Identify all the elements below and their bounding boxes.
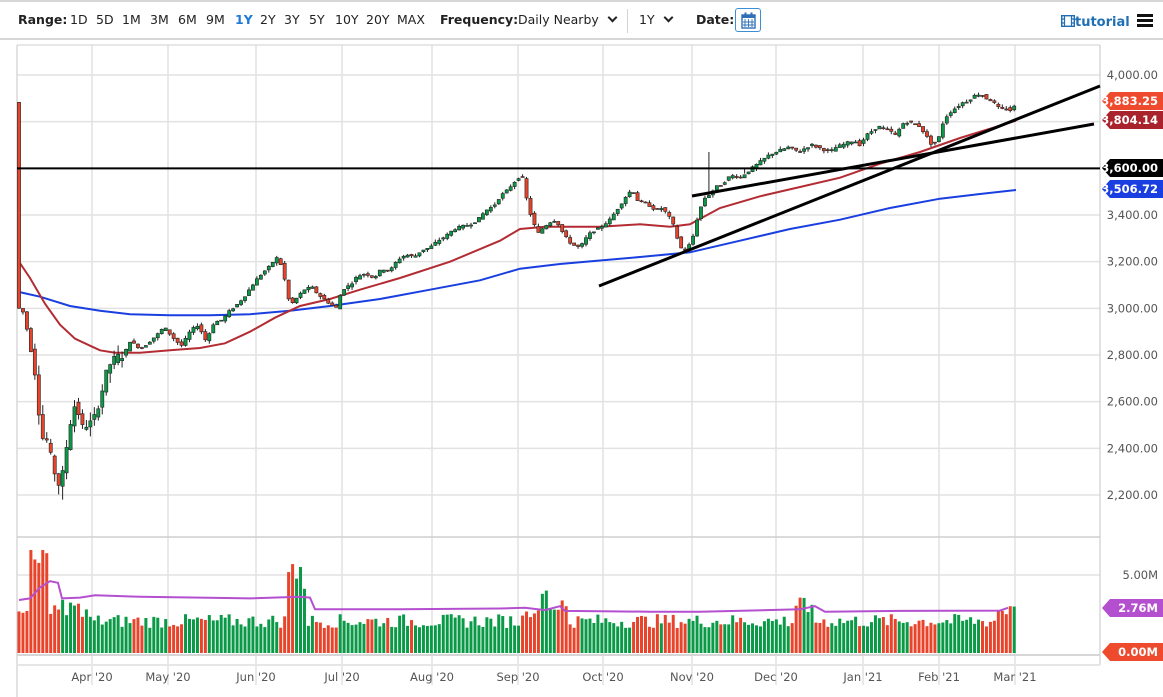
y-axis-label: 4,000.00 (1107, 68, 1158, 82)
x-axis-label: Sep '20 (496, 670, 539, 684)
y-axis-label: 2,200.00 (1107, 488, 1158, 502)
x-axis-label: Jan '21 (842, 670, 882, 684)
range-button-20y[interactable]: 20Y (366, 12, 390, 27)
x-axis-label: Feb '21 (918, 670, 960, 684)
date-picker-button[interactable] (735, 8, 761, 32)
x-axis-label: Oct '20 (582, 670, 623, 684)
price-chart[interactable]: 4,000.00 3,400.00 3,200.00 3,000.00 2,800.00… (0, 40, 1163, 697)
trendline[interactable] (691, 122, 1095, 198)
x-axis-label: Jun '20 (235, 670, 275, 684)
range-button-1d[interactable]: 1D (70, 12, 88, 27)
range-button-6m[interactable]: 6M (178, 12, 197, 27)
x-axis-label: Aug '20 (410, 670, 454, 684)
y-axis-label: 3,200.00 (1107, 255, 1158, 269)
svg-text:3,600.00: 3,600.00 (1101, 161, 1158, 175)
volume-average-line (18, 580, 1009, 613)
x-axis-label: May '20 (145, 670, 190, 684)
x-axis-label: Mar '21 (993, 670, 1036, 684)
price-tag: 3,883.25 (1101, 92, 1163, 110)
price-tag: 3,600.00 (1101, 159, 1163, 177)
chevron-down-icon (607, 12, 618, 23)
range-button-2y[interactable]: 2Y (260, 12, 276, 27)
svg-text:3,506.72: 3,506.72 (1101, 182, 1158, 196)
range-label: Range: (18, 12, 68, 27)
trendline[interactable] (598, 84, 1101, 288)
range-button-9m[interactable]: 9M (206, 12, 225, 27)
tutorial-link[interactable]: tutorial (1060, 14, 1130, 30)
range-button-3y[interactable]: 3Y (284, 12, 300, 27)
price-tag: 3,804.14 (1101, 111, 1163, 129)
x-axis-label: Apr '20 (71, 670, 112, 684)
hamburger-menu-icon[interactable] (1137, 14, 1153, 27)
range-button-5d[interactable]: 5D (96, 12, 114, 27)
period-dropdown[interactable]: 1Y (639, 12, 674, 28)
svg-text:3,883.25: 3,883.25 (1101, 94, 1158, 108)
toolbar-divider (627, 9, 628, 33)
range-button-1m[interactable]: 1M (122, 12, 141, 27)
y-axis-label: 2,400.00 (1107, 441, 1158, 455)
chevron-down-icon (663, 12, 674, 23)
frequency-dropdown[interactable]: Daily Nearby (518, 12, 618, 28)
period-value: 1Y (639, 12, 655, 27)
film-icon (1060, 14, 1076, 28)
volume-bars (17, 550, 1016, 653)
range-button-5y[interactable]: 5Y (309, 12, 325, 27)
short-moving-average-line (18, 119, 1017, 354)
x-axis-label: Jul '20 (323, 670, 359, 684)
candlesticks (17, 92, 1017, 500)
x-axis-label: Nov '20 (670, 670, 714, 684)
svg-text:3,804.14: 3,804.14 (1101, 113, 1158, 127)
frequency-label: Frequency: (440, 12, 519, 27)
indicators (18, 119, 1017, 354)
svg-text:2.76M: 2.76M (1118, 601, 1158, 615)
x-axis-label: Dec '20 (754, 670, 798, 684)
y-axis-label: 2,600.00 (1107, 395, 1158, 409)
volume-zero-tag: 0.00M (1102, 643, 1163, 661)
volume-axis-label: 5.00M (1122, 568, 1158, 582)
date-label: Date: (696, 12, 735, 27)
range-button-1y[interactable]: 1Y (235, 12, 253, 27)
y-axis-label: 2,800.00 (1107, 348, 1158, 362)
frequency-value: Daily Nearby (518, 12, 599, 27)
toolbar: Range: 1D 5D 1M 3M 6M 9M 1Y 2Y 3Y 5Y 10Y 20Y MAX Fre… (0, 0, 1163, 40)
price-tag: 3,506.72 (1101, 180, 1163, 198)
y-axis-label: 3,400.00 (1107, 208, 1158, 222)
svg-text:0.00M: 0.00M (1118, 645, 1158, 659)
calendar-icon (741, 12, 756, 29)
tutorial-label: tutorial (1075, 15, 1130, 30)
long-moving-average-line (18, 189, 1017, 317)
y-axis-label: 3,000.00 (1107, 301, 1158, 315)
grid (16, 44, 1101, 697)
range-button-10y[interactable]: 10Y (335, 12, 359, 27)
range-button-max[interactable]: MAX (397, 12, 425, 27)
range-button-3m[interactable]: 3M (150, 12, 169, 27)
volume-average-tag: 2.76M (1102, 599, 1163, 617)
